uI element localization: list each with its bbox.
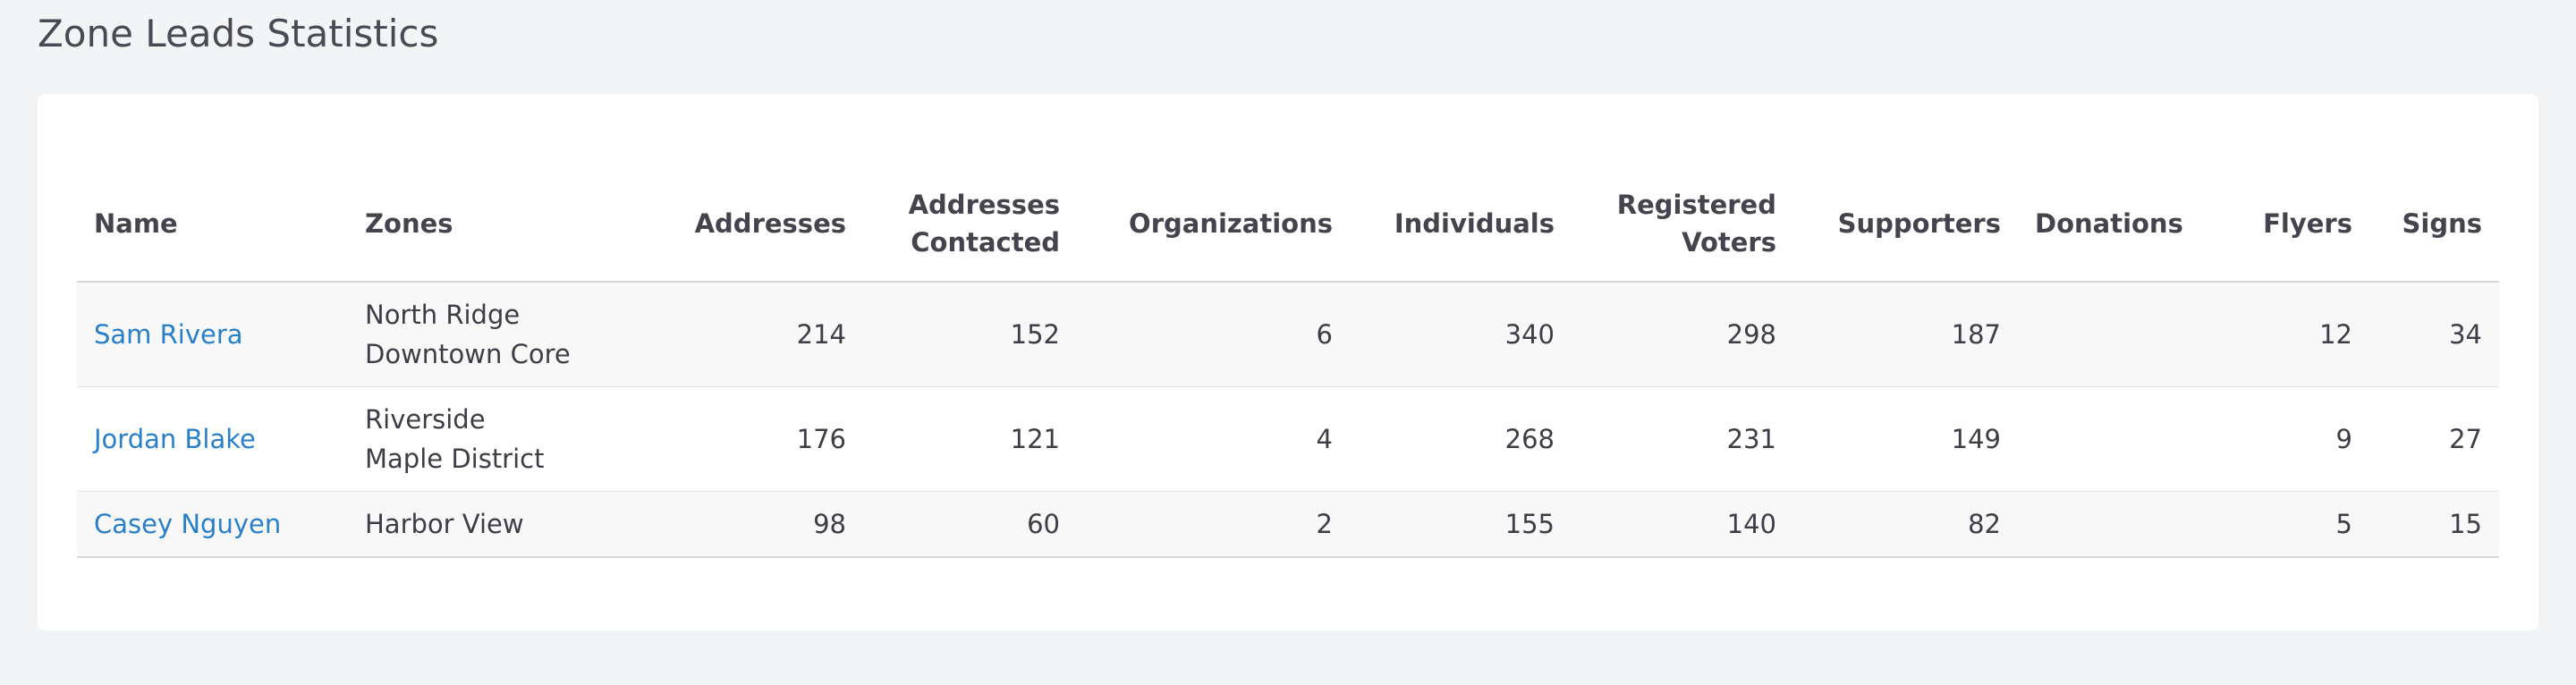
table-cell: Harbor View <box>348 491 644 558</box>
zone-name: Maple District <box>365 444 545 474</box>
cell-value: 60 <box>1027 509 1060 539</box>
table-cell <box>2018 491 2201 558</box>
table-cell: 140 <box>1572 491 1793 558</box>
cell-value: 231 <box>1726 424 1776 454</box>
table-cell: 214 <box>644 281 863 387</box>
cell-value: 340 <box>1504 319 1555 350</box>
table-row: Sam Rivera North Ridge Downtown Core 214 152… <box>77 281 2499 387</box>
lead-link[interactable]: Sam Rivera <box>94 319 243 350</box>
cell-value: 98 <box>813 509 846 539</box>
zone-name: Harbor View <box>365 509 524 539</box>
zone-name: North Ridge <box>365 300 521 330</box>
cell-value: 5 <box>2335 509 2352 539</box>
table-cell: 9 <box>2201 386 2369 492</box>
table-cell: Riverside Maple District <box>348 386 644 492</box>
table-cell: 6 <box>1077 281 1350 387</box>
table-cell: 2 <box>1077 491 1350 558</box>
column-header: Individuals <box>1350 165 1572 283</box>
column-header: Zones <box>348 165 644 283</box>
table-cell: 176 <box>644 386 863 492</box>
table-cell: 340 <box>1350 281 1572 387</box>
table-cell: North Ridge Downtown Core <box>348 281 644 387</box>
cell-value: 34 <box>2449 319 2482 350</box>
table-cell: 149 <box>1793 386 2018 492</box>
cell-value: 27 <box>2449 424 2482 454</box>
table-cell: 82 <box>1793 491 2018 558</box>
column-header: Signs <box>2369 165 2499 283</box>
table-cell: 187 <box>1793 281 2018 387</box>
column-header: Addresses <box>644 165 863 283</box>
cell-value: 121 <box>1010 424 1060 454</box>
cell-value: 149 <box>1951 424 2001 454</box>
table-cell: 60 <box>863 491 1077 558</box>
zone-name: Riverside <box>365 404 486 435</box>
cell-value: 152 <box>1010 319 1060 350</box>
zone-name: Downtown Core <box>365 339 571 369</box>
cell-value: 176 <box>796 424 846 454</box>
table-cell: 268 <box>1350 386 1572 492</box>
stats-card: Name Zones Addresses Addresses Contacted Org… <box>38 94 2538 630</box>
column-header: Donations <box>2018 165 2201 283</box>
cell-value: 9 <box>2335 424 2352 454</box>
table-cell: 27 <box>2369 386 2499 492</box>
cell-value: 187 <box>1951 319 2001 350</box>
column-header: Name <box>77 165 348 283</box>
table-cell: 12 <box>2201 281 2369 387</box>
table-cell <box>2018 386 2201 492</box>
table-cell: 4 <box>1077 386 1350 492</box>
table-cell: 298 <box>1572 281 1793 387</box>
table-row: Casey Nguyen Harbor View 98 60 2 155 140 82 5 15 <box>77 491 2499 558</box>
cell-value: 268 <box>1504 424 1555 454</box>
column-header: Supporters <box>1793 165 2018 283</box>
lead-link[interactable]: Casey Nguyen <box>94 509 282 539</box>
cell-value: 15 <box>2449 509 2482 539</box>
column-header: Addresses Contacted <box>863 165 1077 283</box>
cell-value: 4 <box>1316 424 1333 454</box>
header-row: Name Zones Addresses Addresses Contacted Org… <box>77 165 2499 283</box>
table-cell: 231 <box>1572 386 1793 492</box>
page-title: Zone Leads Statistics <box>38 12 439 55</box>
column-header: Flyers <box>2201 165 2369 283</box>
cell-value: 155 <box>1504 509 1555 539</box>
table-cell: Jordan Blake <box>77 386 348 492</box>
cell-value: 298 <box>1726 319 1776 350</box>
cell-value: 82 <box>1968 509 2001 539</box>
cell-value: 214 <box>796 319 846 350</box>
table-row: Jordan Blake Riverside Maple District 176 12… <box>77 386 2499 492</box>
stats-table: Name Zones Addresses Addresses Contacted Org… <box>77 165 2499 558</box>
lead-link[interactable]: Jordan Blake <box>94 424 256 454</box>
table-cell: 5 <box>2201 491 2369 558</box>
table-cell: 15 <box>2369 491 2499 558</box>
column-header: Registered Voters <box>1572 165 1793 283</box>
table-body: Sam Rivera North Ridge Downtown Core 214 152… <box>77 281 2499 558</box>
table-cell: 121 <box>863 386 1077 492</box>
table-cell: Sam Rivera <box>77 281 348 387</box>
table-cell: 155 <box>1350 491 1572 558</box>
table-cell: 34 <box>2369 281 2499 387</box>
cell-value: 2 <box>1316 509 1333 539</box>
table-cell: 152 <box>863 281 1077 387</box>
column-header: Organizations <box>1077 165 1350 283</box>
cell-value: 12 <box>2319 319 2352 350</box>
cell-value: 140 <box>1726 509 1776 539</box>
table-cell: 98 <box>644 491 863 558</box>
table-cell <box>2018 281 2201 387</box>
cell-value: 6 <box>1316 319 1333 350</box>
table-cell: Casey Nguyen <box>77 491 348 558</box>
